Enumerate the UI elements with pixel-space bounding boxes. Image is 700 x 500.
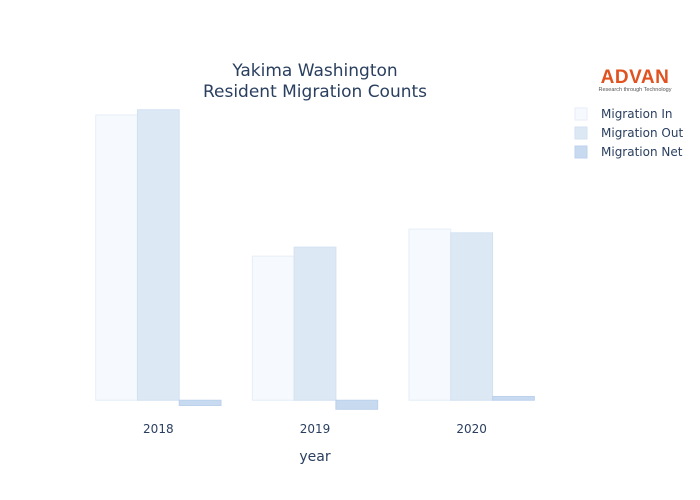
x-tick-2018: 2018 xyxy=(143,422,174,436)
bar-migration-in-2020 xyxy=(408,228,452,401)
legend: Migration In Migration Out Migration Net xyxy=(574,107,683,159)
legend-label-migration-in[interactable]: Migration In xyxy=(601,107,673,121)
bars-group xyxy=(95,109,535,410)
advan-logo: ADVAN Research through Technology xyxy=(599,67,672,93)
bar-migration-in-2019 xyxy=(251,255,295,401)
chart-title-line-1: Yakima Washington xyxy=(231,61,397,81)
legend-swatch-migration-out[interactable] xyxy=(574,126,588,140)
x-axis-title: year xyxy=(299,449,330,465)
bar-migration-out-2019 xyxy=(293,246,337,401)
logo-name: ADVAN xyxy=(601,67,670,88)
bar-migration-net-2020 xyxy=(492,395,535,401)
legend-swatch-migration-net[interactable] xyxy=(574,145,588,159)
legend-label-migration-net[interactable]: Migration Net xyxy=(601,145,683,159)
x-tick-2019: 2019 xyxy=(300,422,331,436)
chart-title-line-2: Resident Migration Counts xyxy=(203,82,427,102)
bar-migration-out-2020 xyxy=(450,232,494,401)
logo-tagline: Research through Technology xyxy=(599,87,672,93)
x-tick-2020: 2020 xyxy=(456,422,487,436)
bar-migration-net-2019 xyxy=(335,399,379,410)
legend-swatch-migration-in[interactable] xyxy=(574,107,588,121)
bar-migration-in-2018 xyxy=(95,114,138,401)
legend-label-migration-out[interactable]: Migration Out xyxy=(601,126,683,140)
bar-migration-out-2018 xyxy=(136,109,180,401)
bar-migration-net-2018 xyxy=(178,399,222,406)
x-tick-labels: 2018 2019 2020 xyxy=(143,422,487,436)
